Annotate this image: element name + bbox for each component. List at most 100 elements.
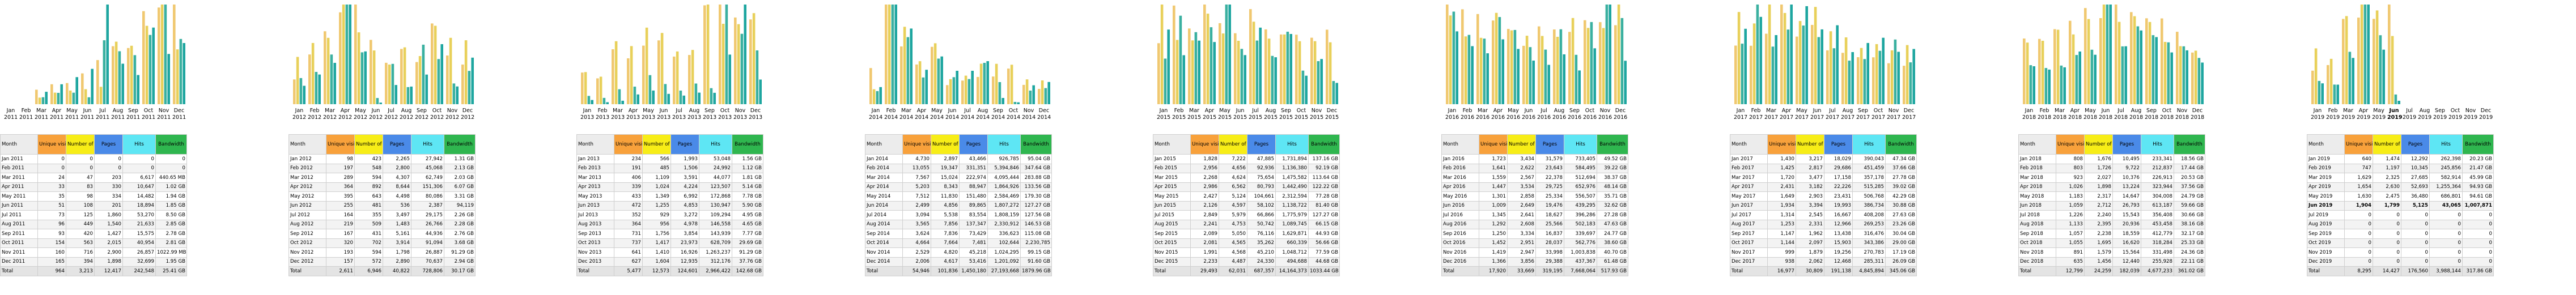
month-tick-label: Nov [735,108,746,114]
cell-hits: 686,801 [2429,191,2463,202]
month-tick-label: Feb [309,108,320,114]
month-tick-label: May [643,108,654,114]
bar-unique-visitors-feb-2014 [885,5,888,104]
year-tick-label: 2013 [580,114,595,121]
bar-pages-oct-2012 [437,59,440,104]
bar-unique-visitors-nov-2013 [734,17,737,105]
cell-visitors: 193 [326,247,355,258]
cell-visitors: 1,430 [1767,154,1796,164]
cell-visits: 2,475 [2373,191,2401,202]
bar-number-of-visits-jun-2013 [660,33,664,105]
bar-number-of-visits-apr-2016 [1495,12,1498,105]
cell-bandwidth: 0 [155,154,187,164]
cell-bandwidth: 24.77 GB [1597,229,1628,239]
cell-pages: 536 [383,200,411,211]
month-axis-label: Dec 2013 [749,108,762,121]
table-row: Feb 2016 1,641 2,622 23,643 584,495 39.22 GB [1441,163,1628,173]
cell-bandwidth: 17.44 GB [2174,163,2205,173]
cell-bandwidth: 2.03 GB [444,173,476,183]
bar-pages-aug-2017 [1848,61,1851,104]
bar-unique-visitors-nov-2011 [158,7,160,104]
cell-month: Dec 2014 [865,256,903,267]
cell-hits: 660,339 [1275,238,1309,248]
monthly-chart-2018: Jan 2018 Feb 2018 Mar 2018 Apr 2018 May 2018 Jun 20… [2018,0,2205,129]
month-tick-label: Oct [1296,108,1306,114]
cell-visits: 0 [2373,229,2401,239]
month-axis-label: Jan 2018 [2022,108,2036,121]
cell-pages: 2,900 [94,247,123,258]
month-axis-label: Jan 2013 [580,108,594,121]
cell-pages: 23,643 [1535,163,1564,173]
column-header-visitors: Unique visitors [2056,134,2085,155]
bar-hits-dec-2013 [759,79,762,104]
cell-hits: 613,187 [2141,200,2174,211]
cell-visitors: 197 [326,163,355,173]
bar-number-of-visits-oct-2012 [434,25,437,104]
total-visitors: 17,920 [1479,266,1508,276]
cell-visits: 1,799 [2373,200,2401,211]
bar-pages-oct-2013 [725,5,728,104]
bar-unique-visitors-jul-2014 [961,80,964,104]
cell-month: Nov 2013 [576,247,614,258]
bar-hits-mar-2019 [2352,58,2354,104]
cell-visitors: 0 [2344,210,2373,220]
year-tick-label: 2015 [1249,114,1263,121]
cell-hits: 1,475,582 [1275,173,1309,183]
column-header-bandwidth: Bandwidth [732,134,763,155]
cell-pages: 0 [94,154,123,164]
total-month: Total [2018,266,2056,276]
monthly-chart-2014: Jan 2014 Feb 2014 Mar 2014 Apr 2014 May 2014 Jun 20… [865,0,1051,129]
bar-pages-dec-2016 [1620,18,1624,105]
month-axis-label: Mar 2011 [35,108,48,121]
bar-number-of-visits-dec-2012 [464,40,468,104]
month-tick-label: Jul [2406,108,2413,114]
bar-unique-visitors-jun-2019 [2388,5,2391,104]
bar-pages-oct-2018 [2167,42,2170,104]
cell-visitors: 1,934 [1767,200,1796,211]
bar-number-of-visits-aug-2016 [1556,37,1559,104]
cell-month: Oct 2014 [865,238,903,248]
bar-number-of-visits-may-2013 [645,27,648,104]
year-tick-label: 2015 [1157,114,1171,121]
month-axis-label: Aug 2016 [1552,108,1566,121]
cell-visits: 5,050 [1219,229,1247,239]
cell-hits: 26,857 [122,247,156,258]
cell-visitors: 51 [37,200,66,211]
column-header-visitors: Unique visitors [1767,134,1796,155]
year-tick-label: 2017 [1734,114,1748,121]
bar-pages-may-2013 [648,75,652,104]
cell-pages: 201 [94,200,123,211]
cell-bandwidth: 0 [2462,229,2494,239]
cell-month: Jan 2011 [0,154,38,164]
bar-unique-visitors-jul-2016 [1538,26,1540,104]
table-row: Aug 2012 219 509 1,483 26,766 2.28 GB [288,219,476,229]
bar-unique-visitors-dec-2012 [461,65,464,104]
column-header-bandwidth: Bandwidth [1020,134,1052,155]
total-visitors: 2,611 [326,266,355,276]
cell-bandwidth: 91.29 GB [444,247,476,258]
month-axis-label: May 2014 [930,108,944,121]
cell-hits: 245,856 [2429,163,2463,173]
cell-month: Apr 2015 [1153,182,1191,192]
bar-chart-2018 [2023,5,2204,105]
cell-visitors: 808 [2056,154,2085,164]
cell-month: Aug 2017 [1730,219,1768,229]
year-tick-label: 2017 [1795,114,1809,121]
table-row: Aug 2013 364 956 4,978 146,558 4.65 GB [576,219,763,229]
year-tick-label: 2015 [1310,114,1324,121]
cell-bandwidth: 61.48 GB [1597,256,1628,267]
bar-unique-visitors-nov-2015 [1310,37,1313,104]
cell-visitors: 364 [326,182,355,192]
bar-pages-apr-2015 [1210,27,1213,104]
bar-hits-jan-2019 [2321,83,2324,104]
month-axis-label: Apr 2011 [50,108,63,121]
bar-number-of-visits-feb-2019 [2329,58,2333,104]
year-tick-label: 2011 [19,114,33,121]
month-tick-label: Apr [52,108,62,114]
bar-number-of-visits-oct-2016 [1586,28,1590,104]
cell-visitors: 1,057 [2056,229,2085,239]
cell-visitors: 635 [2056,256,2085,267]
cell-visits: 4,624 [1219,173,1247,183]
year-tick-label: 2017 [1749,114,1763,121]
